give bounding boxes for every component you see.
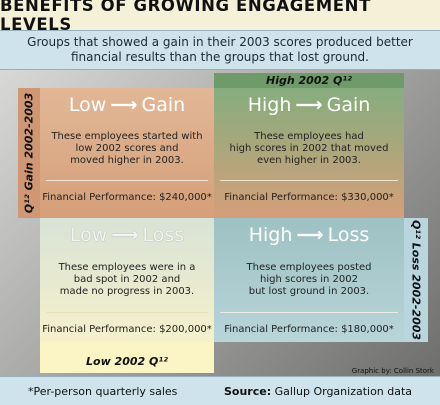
desc-line: but lost ground in 2003. (248, 286, 370, 297)
desc-line: even higher in 2003. (257, 155, 361, 166)
high-2002-label: High 2002 Q¹² (266, 74, 352, 87)
footnote: *Per-person quarterly sales (28, 385, 178, 398)
divider (220, 312, 398, 313)
desc-line: made no progress in 2003. (59, 286, 195, 297)
financial-performance: Financial Performance: $180,000* (224, 324, 394, 335)
source-label: Source: (224, 385, 272, 398)
quadrant-description: These employees had high scores in 2002 … (214, 131, 404, 167)
source-value: Gallup Organization data (274, 385, 413, 398)
quadrant-description: These employees posted high scores in 20… (214, 262, 404, 298)
heading-to: Loss (142, 224, 185, 246)
subtitle: Groups that showed a gain in their 2003 … (27, 35, 413, 64)
right-arrow-icon: ⟶ (111, 224, 139, 246)
divider (46, 180, 208, 181)
desc-line: high scores in 2002 (260, 274, 358, 285)
subtitle-bar: Groups that showed a gain in their 2003 … (0, 30, 440, 70)
quadrant-high-gain: High ⟶ Gain These employees had high score… (214, 88, 404, 218)
financial-performance: Financial Performance: $200,000* (42, 324, 212, 335)
desc-line: These employees started with (51, 131, 203, 142)
heading-from: Low (68, 94, 107, 116)
quadrant-description: These employees were in a bad spot in 20… (40, 262, 214, 298)
graphic-credit: Graphic by: Collin Stork (351, 367, 434, 375)
page-title: BENEFITS OF GROWING ENGAGEMENT LEVELS (0, 0, 371, 34)
heading-to: Loss (327, 224, 370, 246)
right-arrow-icon: ⟶ (296, 224, 324, 246)
heading-to: Gain (326, 94, 371, 116)
heading-from: Low (69, 224, 108, 246)
quadrant-heading: High ⟶ Loss (214, 224, 404, 246)
desc-line: These employees had (254, 131, 364, 142)
heading-from: High (248, 224, 293, 246)
desc-line: These employees posted (246, 262, 372, 273)
quadrant-heading: High ⟶ Gain (214, 94, 404, 116)
divider (220, 180, 398, 181)
heading-from: High (247, 94, 292, 116)
quadrant-high-loss: High ⟶ Loss These employees posted high sc… (214, 218, 404, 342)
gain-label-strip (18, 88, 40, 218)
footer: *Per-person quarterly sales Source: Gall… (0, 376, 440, 405)
desc-line: high scores in 2002 that moved (229, 143, 389, 154)
quadrant-description: These employees started with low 2002 sc… (40, 131, 214, 167)
loss-label-strip (404, 218, 428, 342)
quadrant-low-loss: Low ⟶ Loss These employees were in a bad s… (40, 218, 214, 342)
financial-performance: Financial Performance: $240,000* (42, 192, 212, 203)
low-2002-label: Low 2002 Q¹² (86, 355, 168, 368)
quadrant-low-gain: Low ⟶ Gain These employees started with lo… (40, 88, 214, 218)
right-arrow-icon: ⟶ (110, 94, 138, 116)
source: Source: Gallup Organization data (224, 385, 412, 398)
title-bar: BENEFITS OF GROWING ENGAGEMENT LEVELS (0, 0, 440, 34)
quadrant-heading: Low ⟶ Loss (40, 224, 214, 246)
desc-line: bad spot in 2002 and (73, 274, 181, 285)
heading-to: Gain (141, 94, 186, 116)
loss-axis-label: Q¹² Loss 2002-2003 (409, 219, 423, 341)
desc-line: low 2002 scores and (75, 143, 179, 154)
financial-performance: Financial Performance: $330,000* (224, 192, 394, 203)
quadrant-heading: Low ⟶ Gain (40, 94, 214, 116)
divider (46, 312, 208, 313)
desc-line: moved higher in 2003. (70, 155, 184, 166)
gain-axis-label: Q¹² Gain 2002-2003 (22, 92, 36, 214)
desc-line: These employees were in a (58, 262, 196, 273)
right-arrow-icon: ⟶ (295, 94, 323, 116)
